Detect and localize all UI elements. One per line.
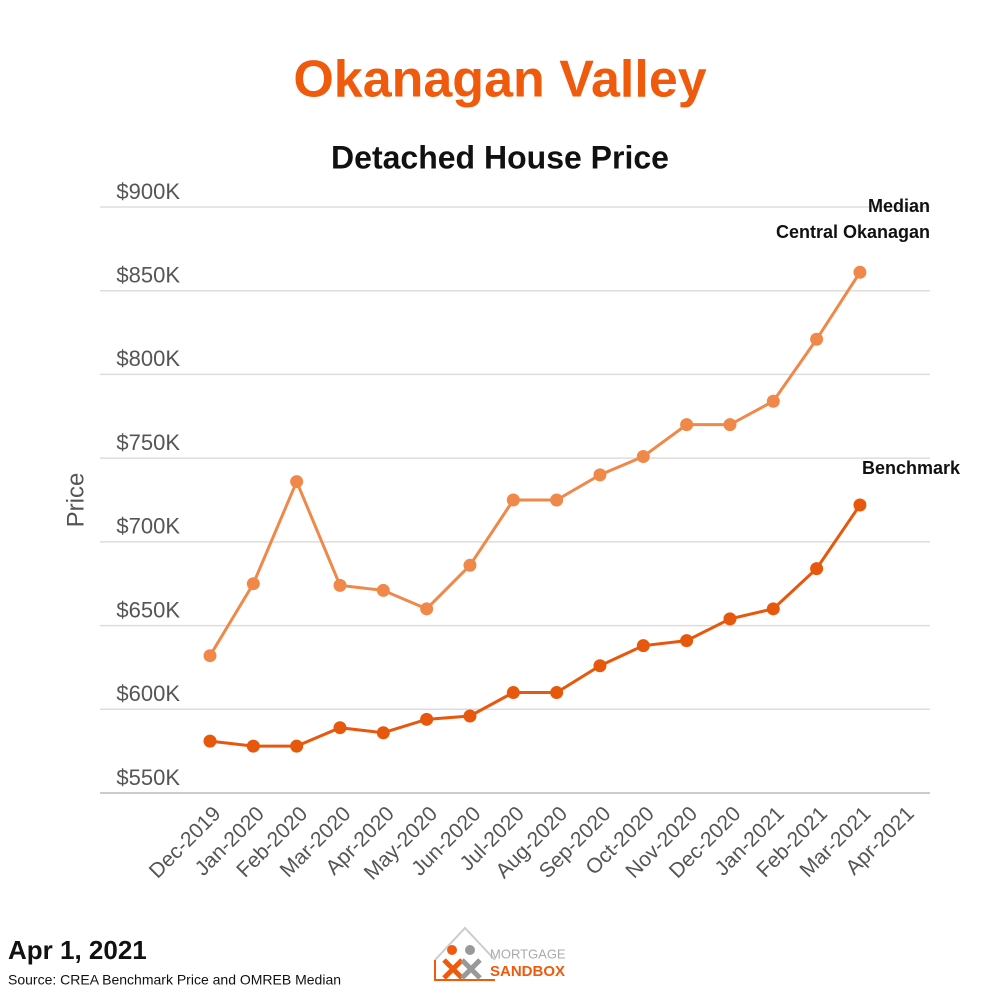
logo-figure: [447, 945, 457, 955]
data-point: [593, 468, 607, 482]
y-tick-label: $850K: [116, 263, 180, 288]
y-tick-label: $550K: [116, 765, 180, 790]
data-point: [376, 726, 390, 740]
logo-text: MORTGAGE: [490, 946, 566, 961]
data-point: [203, 734, 217, 748]
data-point: [290, 475, 304, 489]
data-point: [550, 686, 564, 700]
data-point: [463, 709, 477, 723]
logo: MORTGAGE SANDBOX: [434, 926, 566, 981]
data-point: [506, 493, 520, 507]
y-tick-label: $800K: [116, 346, 180, 371]
data-point: [376, 583, 390, 597]
logo-text: SANDBOX: [490, 963, 565, 980]
logo-frame: [434, 960, 495, 981]
data-point: [593, 659, 607, 673]
y-tick-label: $750K: [116, 430, 180, 455]
data-point: [723, 418, 737, 432]
logo-figure: [442, 958, 464, 980]
chart-title: Okanagan Valley: [293, 51, 706, 109]
y-axis-label: Price: [62, 473, 89, 528]
data-point: [463, 558, 477, 572]
data-point: [723, 612, 737, 626]
y-tick-label: $600K: [116, 681, 180, 706]
data-point: [203, 649, 217, 663]
series-line: [208, 271, 862, 657]
y-tick-label: $900K: [116, 179, 180, 204]
source: Source: CREA Benchmark Price and OMREB M…: [8, 972, 341, 988]
data-point: [333, 721, 347, 735]
data-point: [506, 686, 520, 700]
data-point: [810, 562, 824, 576]
data-point: [290, 739, 304, 753]
series-label: Median Central Okanagan: [775, 196, 930, 242]
data-point: [420, 712, 434, 726]
data-point: [246, 577, 260, 591]
series-line: [209, 504, 862, 748]
data-point: [420, 602, 434, 616]
data-point: [550, 493, 564, 507]
y-tick-label: $650K: [116, 597, 180, 622]
date: Apr 1, 2021: [8, 935, 147, 965]
data-point: [810, 332, 824, 346]
chart-subtitle: Detached House Price: [331, 139, 669, 175]
data-point: [636, 449, 650, 463]
data-point: [766, 602, 780, 616]
series-label: Benchmark: [861, 458, 960, 478]
data-point: [333, 578, 347, 592]
data-point: [636, 639, 650, 653]
y-tick-label: $700K: [116, 514, 180, 539]
data-point: [766, 394, 780, 408]
data-point: [680, 418, 694, 432]
data-point: [853, 498, 867, 512]
data-point: [853, 265, 867, 279]
logo-figure: [465, 945, 475, 955]
logo-roof: [434, 926, 496, 961]
data-point: [680, 634, 694, 648]
data-point: [246, 739, 260, 753]
logo-figure: [460, 958, 482, 980]
